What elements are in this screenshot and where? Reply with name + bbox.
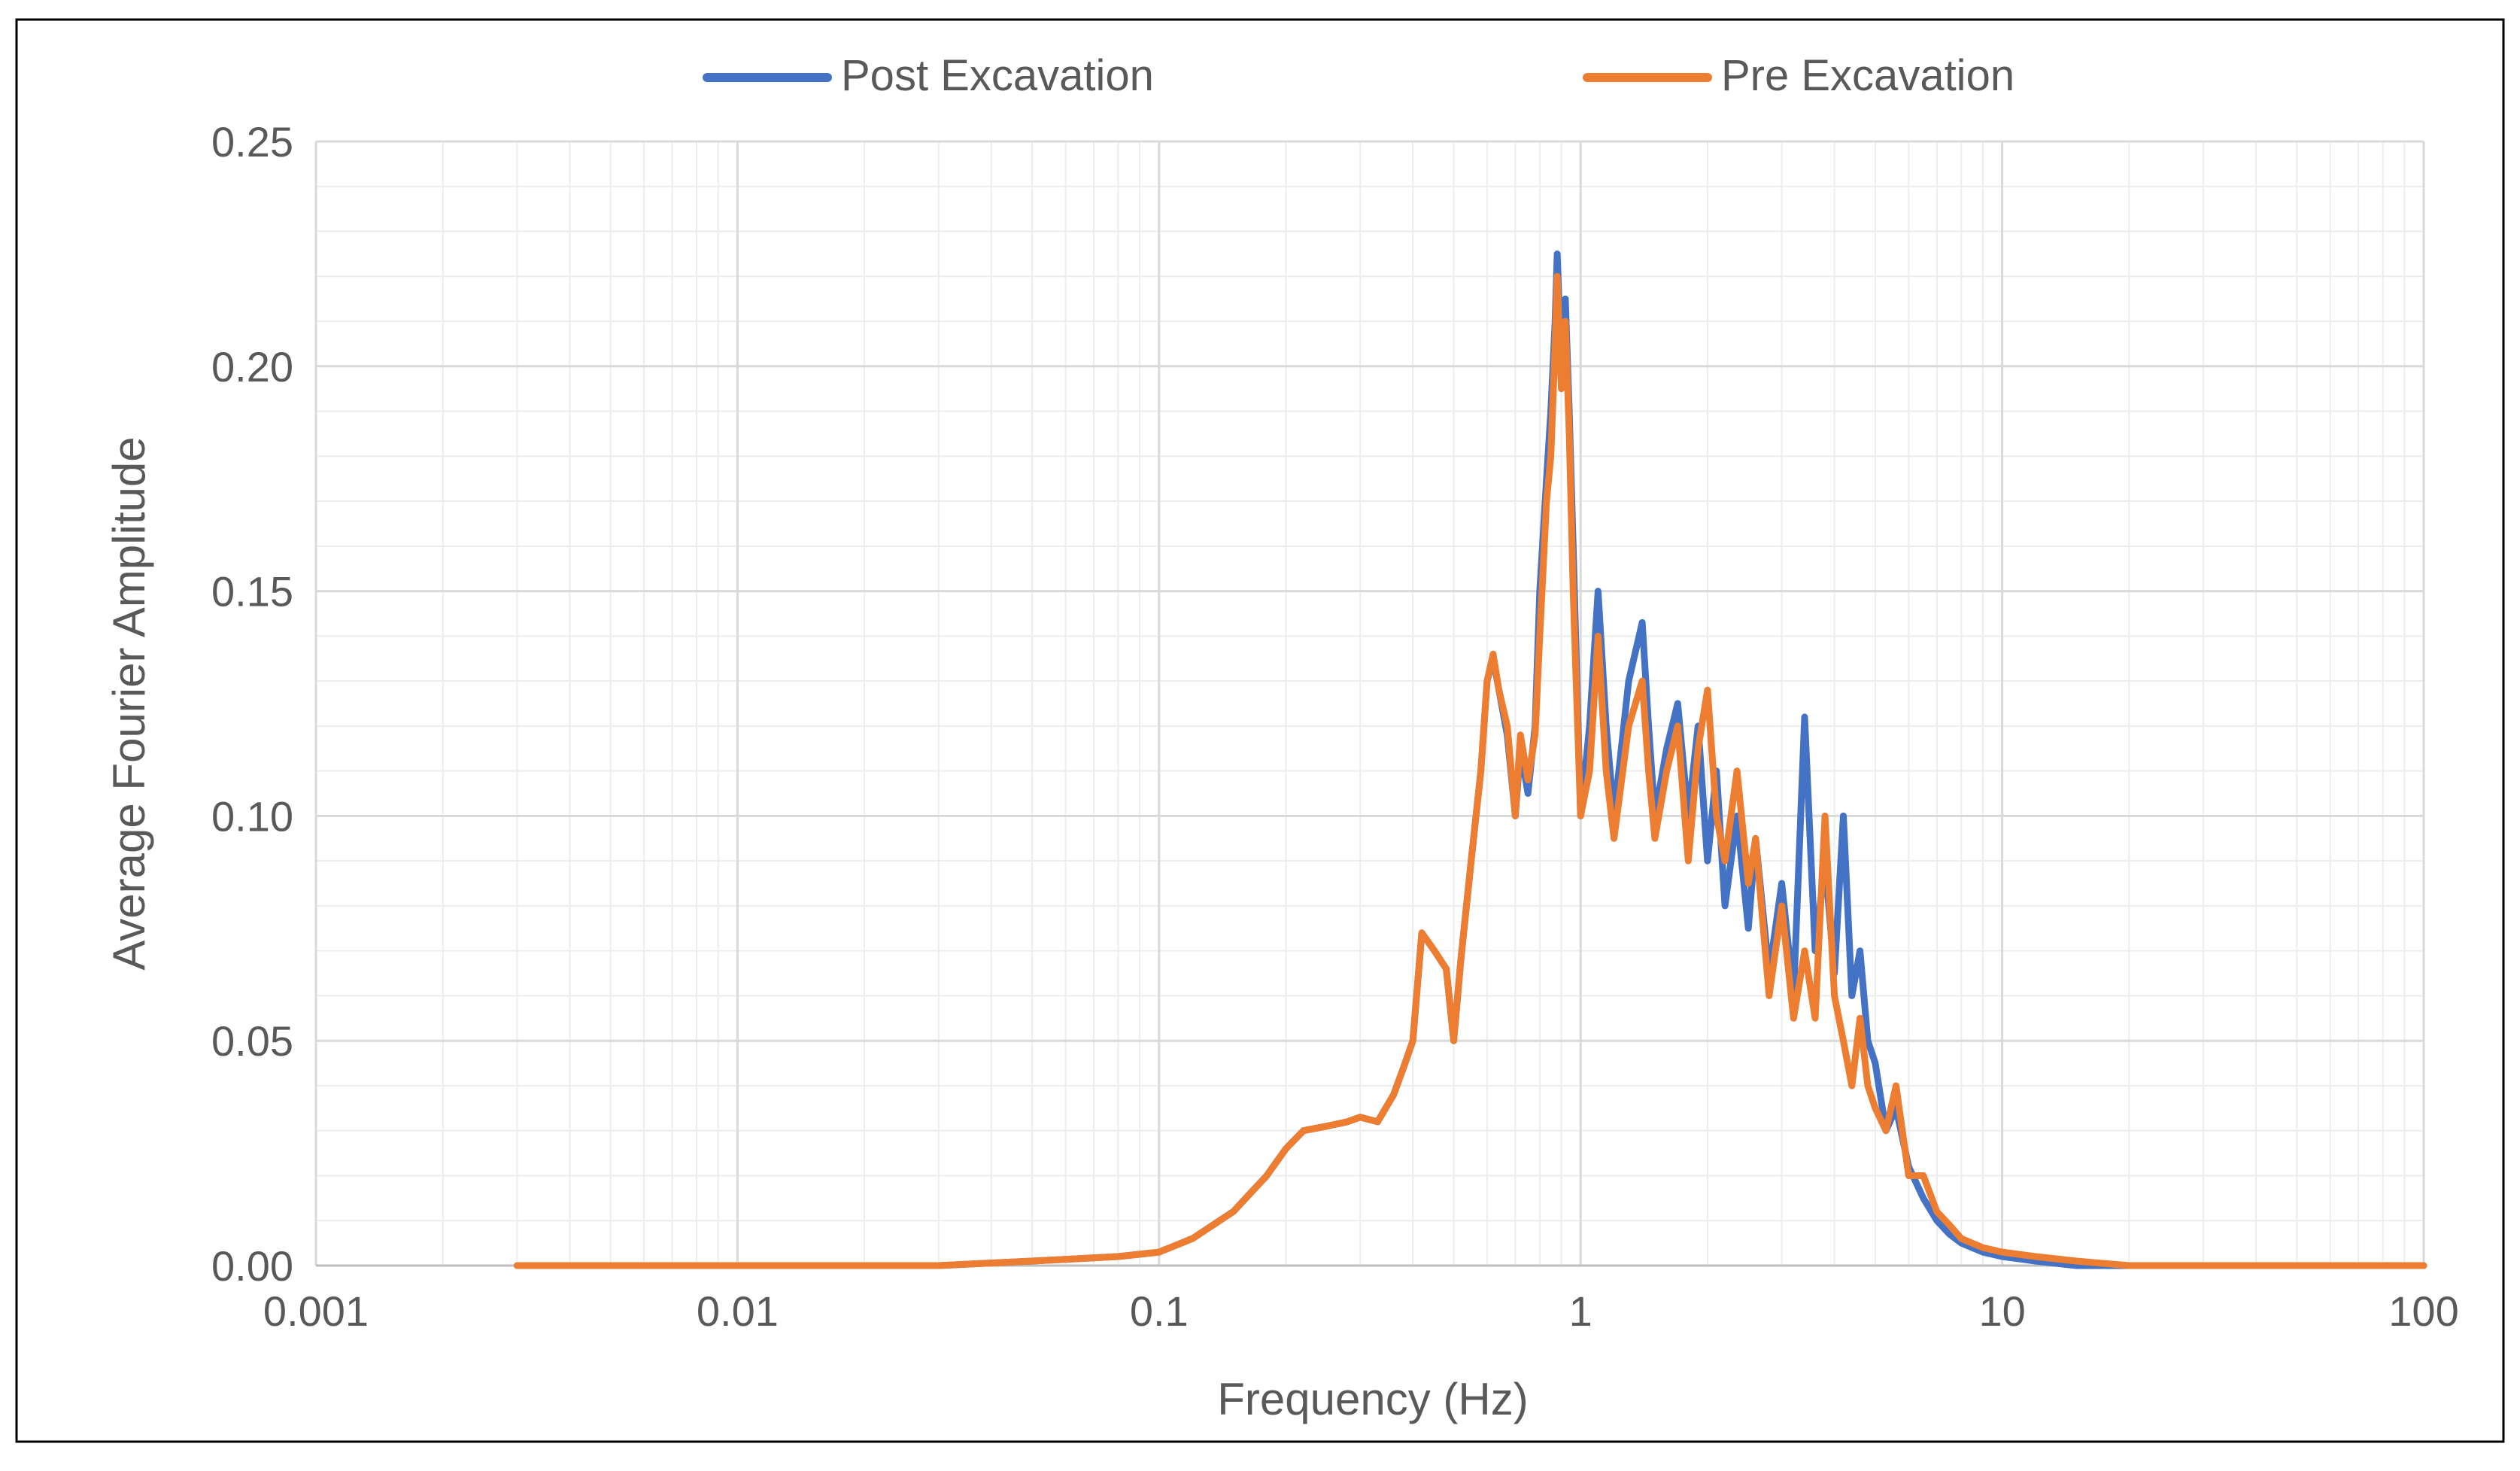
- x-tick-label: 1: [1569, 1287, 1592, 1335]
- x-tick-label: 100: [2388, 1287, 2458, 1335]
- x-tick-label: 0.01: [697, 1287, 779, 1335]
- x-tick-label: 10: [1978, 1287, 2025, 1335]
- y-tick-label: 0.20: [211, 343, 293, 391]
- y-tick-label: 0.05: [211, 1017, 293, 1065]
- y-axis-title: Average Fourier Amplitude: [104, 436, 154, 970]
- chart-frame: [15, 18, 2505, 1443]
- legend-label-post: Post Excavation: [841, 51, 1154, 100]
- series-layer: [513, 250, 2427, 1269]
- x-tick-label: 0.1: [1130, 1287, 1189, 1335]
- legend-label-pre: Pre Excavation: [1721, 51, 2014, 100]
- y-tick-label: 0.25: [211, 118, 293, 166]
- legend: Post Excavation Pre Excavation: [703, 51, 2014, 100]
- y-tick-label: 0.15: [211, 568, 293, 615]
- y-tick-label: 0.00: [211, 1242, 293, 1290]
- x-tick-label: 0.001: [263, 1287, 369, 1335]
- y-tick-label: 0.10: [211, 792, 293, 840]
- x-axis-title: Frequency (Hz): [1217, 1374, 1528, 1424]
- series-line-pre-excavation: [513, 272, 2427, 1269]
